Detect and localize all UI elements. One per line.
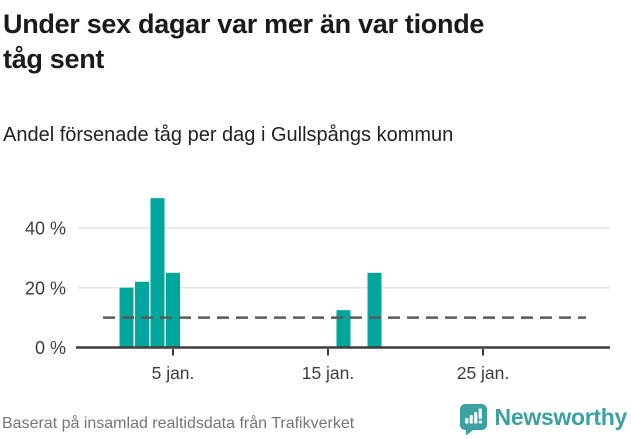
y-tick-label: 0 %: [35, 338, 66, 358]
bar: [150, 198, 165, 348]
x-tick-label: 15 jan.: [302, 363, 355, 383]
bar: [166, 272, 180, 348]
footer: Baserat på insamlad realtidsdata från Tr…: [2, 403, 627, 436]
y-tick-label: 40 %: [25, 219, 66, 239]
bar-chart: 0 % 20 % 40 % 5 jan. 15 jan. 25 jan.: [25, 198, 610, 383]
source-note: Baserat på insamlad realtidsdata från Tr…: [2, 415, 355, 432]
bar: [367, 272, 382, 348]
chart-title-line-1: Under sex dagar var mer än var tionde: [3, 9, 485, 39]
brand-name: Newsworthy: [494, 404, 628, 430]
bar: [336, 310, 351, 348]
x-tick-label: 5 jan.: [152, 363, 195, 383]
newsworthy-logo: Newsworthy: [459, 403, 627, 436]
chart-title-line-2: tåg sent: [3, 44, 105, 74]
y-tick-label: 20 %: [25, 278, 66, 298]
bar: [135, 281, 149, 348]
chart-subtitle: Andel försenade tåg per dag i Gullspångs…: [3, 124, 454, 146]
chart-title: Under sex dagar var mer än var tionde tå…: [3, 7, 618, 77]
x-tick-label: 25 jan.: [457, 363, 510, 383]
newsworthy-bubble-chart-icon: [459, 404, 487, 436]
